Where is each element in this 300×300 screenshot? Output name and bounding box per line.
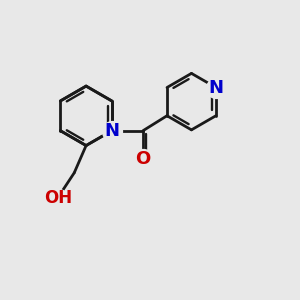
- Text: N: N: [104, 122, 119, 140]
- Text: O: O: [135, 150, 151, 168]
- Text: OH: OH: [44, 189, 72, 207]
- Text: N: N: [208, 79, 224, 97]
